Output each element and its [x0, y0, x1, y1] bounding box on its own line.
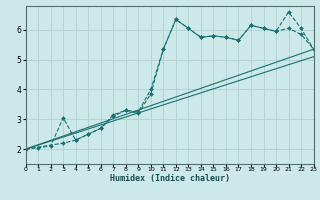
X-axis label: Humidex (Indice chaleur): Humidex (Indice chaleur) [109, 174, 230, 183]
